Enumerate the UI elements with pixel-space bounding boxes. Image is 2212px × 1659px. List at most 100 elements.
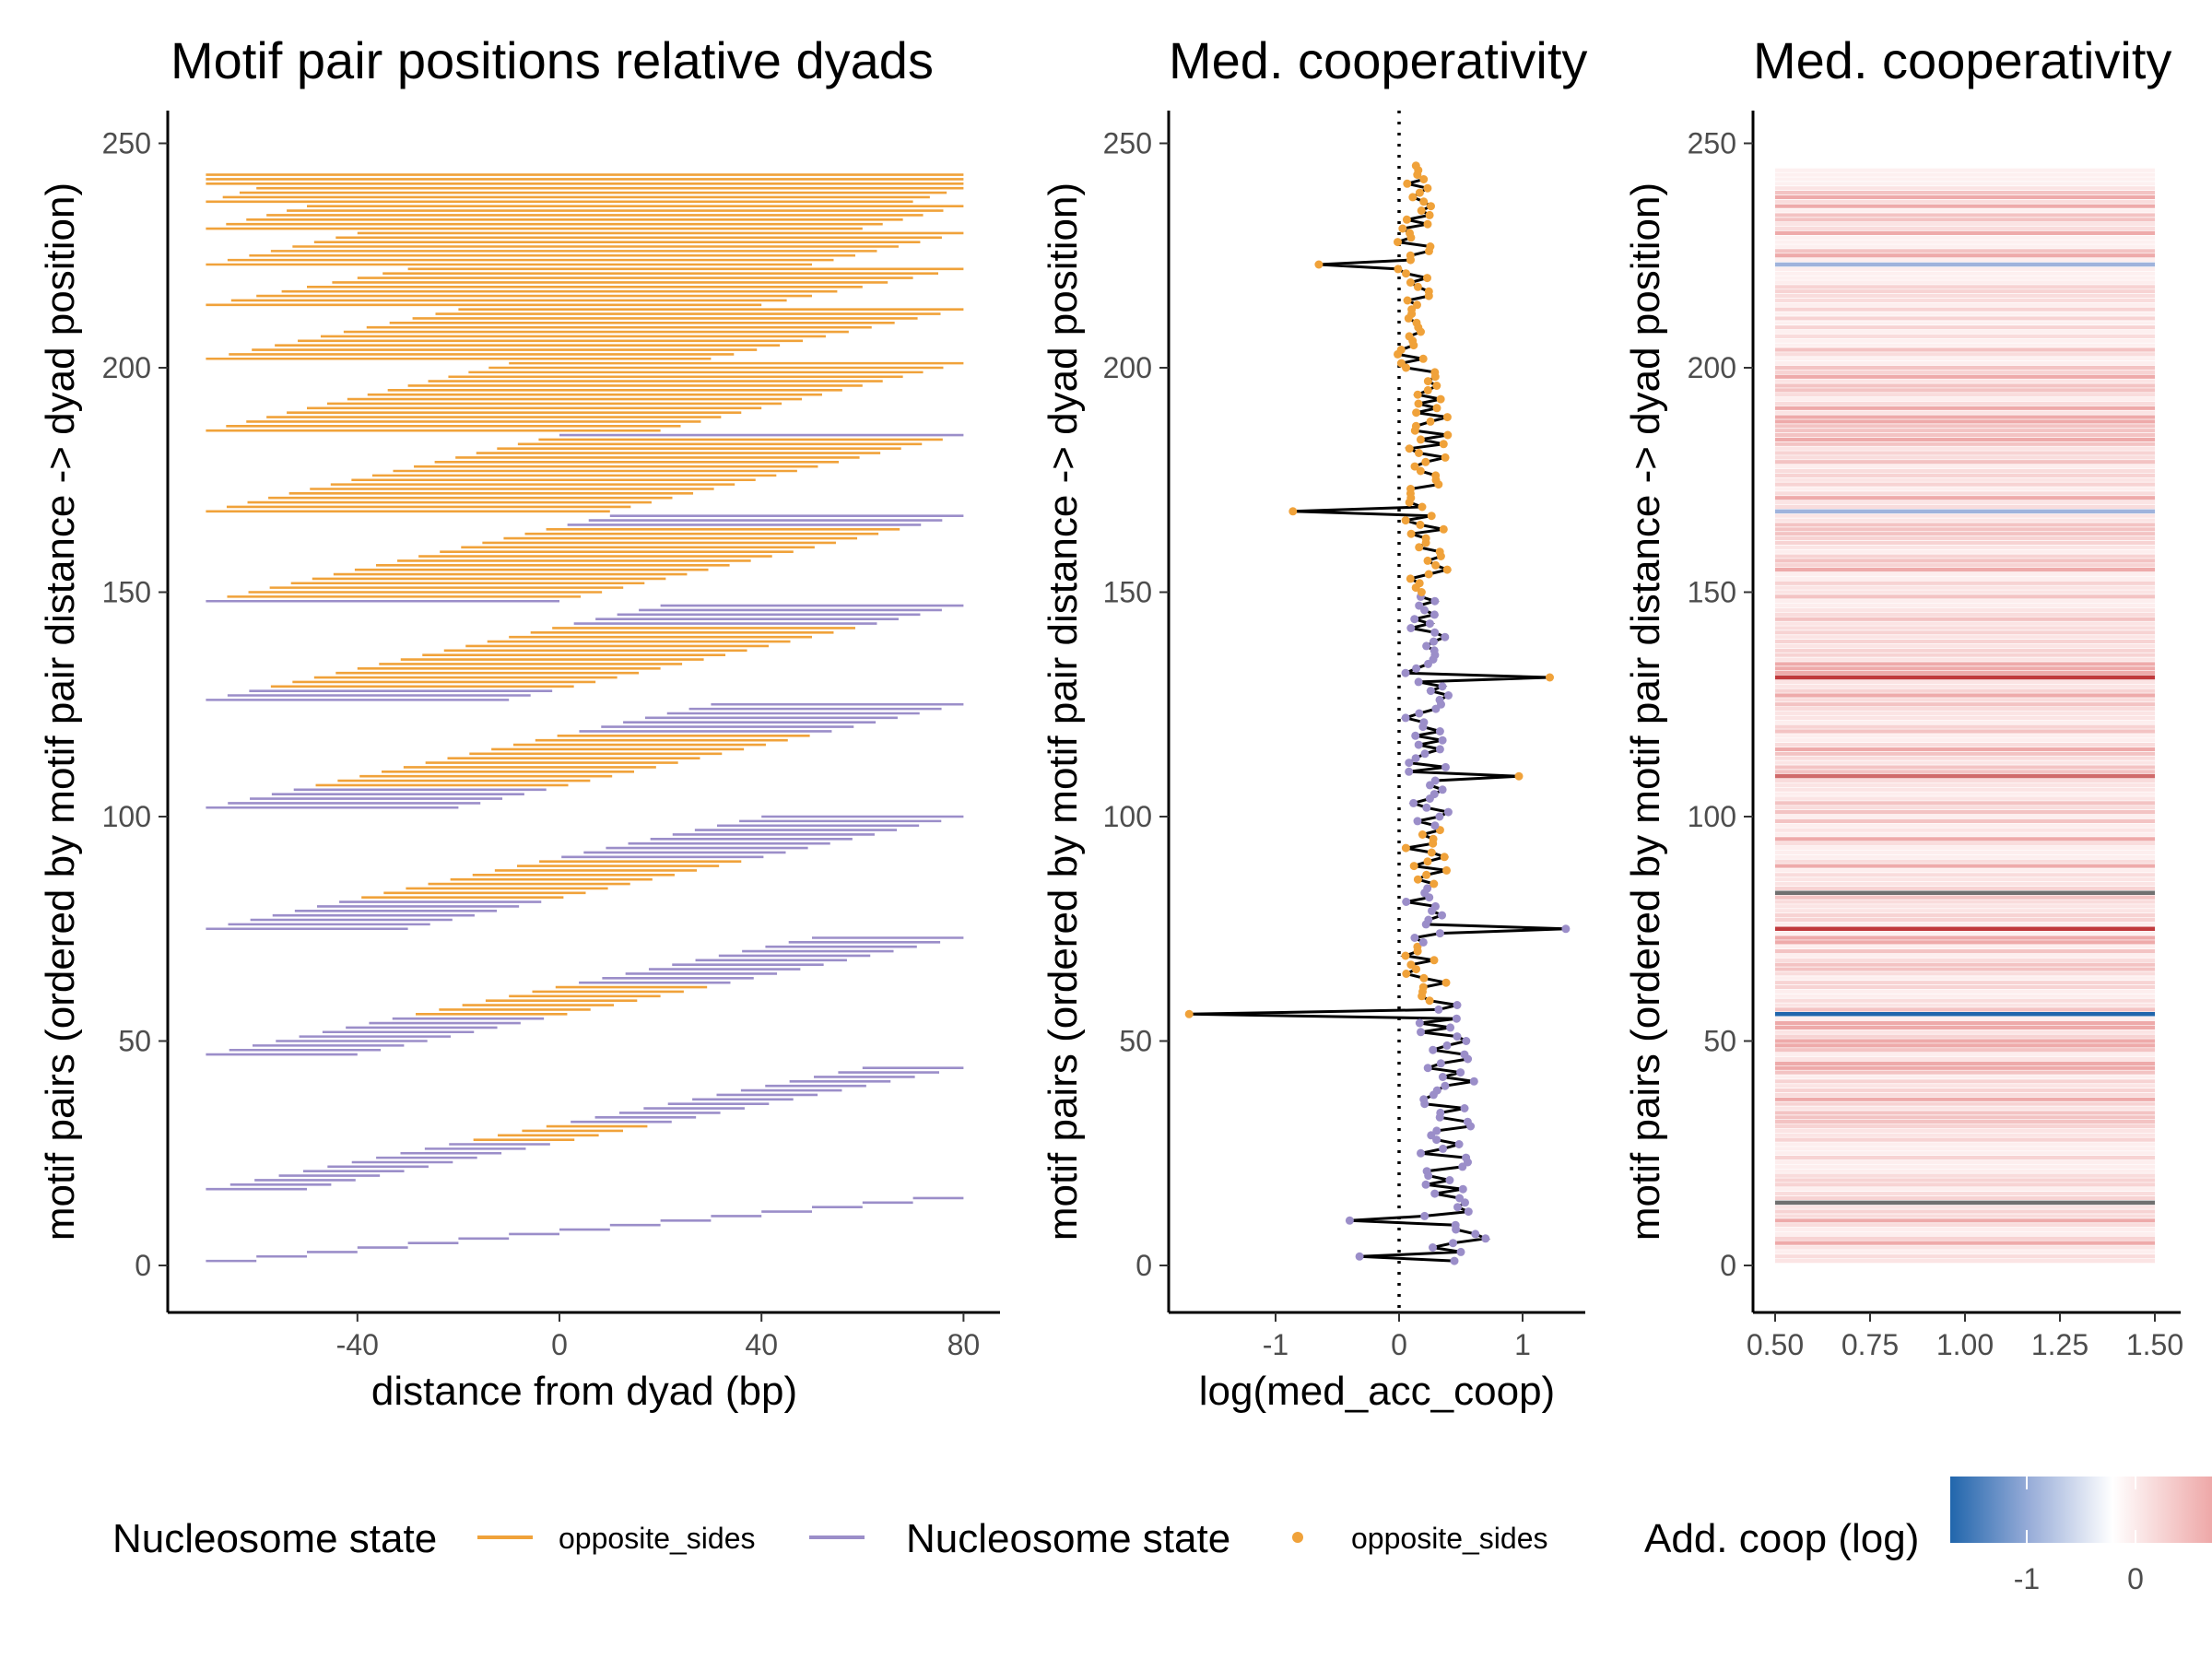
panel2-y-tick-label: 250: [1103, 127, 1152, 160]
cooperativity-point: [1418, 937, 1428, 947]
panel2-y-tick-label: 0: [1135, 1249, 1152, 1282]
cooperativity-point: [1410, 462, 1419, 471]
cooperativity-point: [1413, 817, 1422, 826]
cooperativity-point: [1561, 924, 1571, 934]
panel3-y-tick-label: 100: [1688, 800, 1736, 833]
cooperativity-point: [1453, 1032, 1462, 1041]
cooperativity-point: [1431, 471, 1441, 480]
legend-key-point-orange: [1292, 1532, 1303, 1543]
cooperativity-point: [1463, 1117, 1472, 1126]
cooperativity-point: [1442, 565, 1452, 574]
panel1-y-tick-label: 200: [102, 351, 151, 384]
panel-motif-positions: Motif pair positions relative dyads 0 50 1…: [38, 31, 1000, 1414]
panel1-x-tick-label: -40: [336, 1328, 379, 1361]
cooperativity-point: [1413, 390, 1422, 399]
cooperativity-point: [1446, 1023, 1455, 1032]
cooperativity-point: [1439, 1144, 1448, 1153]
cooperativity-point: [1438, 682, 1447, 691]
cooperativity-point: [1415, 601, 1424, 610]
cooperativity-point: [1430, 879, 1439, 888]
cooperativity-point: [1451, 1220, 1460, 1230]
cooperativity-point: [1394, 238, 1402, 247]
panel3-x-tick-label: 1.25: [2031, 1328, 2088, 1361]
cooperativity-point: [1417, 1028, 1425, 1037]
cooperativity-point: [1427, 1131, 1436, 1140]
cooperativity-point: [1426, 242, 1435, 251]
cooperativity-point: [1423, 183, 1432, 193]
cooperativity-point: [1438, 735, 1447, 745]
cooperativity-point: [1423, 377, 1432, 386]
cooperativity-point: [1402, 269, 1410, 278]
cooperativity-point: [1408, 193, 1418, 202]
cooperativity-point: [1416, 435, 1425, 444]
cooperativity-point: [1417, 1148, 1425, 1158]
cooperativity-point: [1410, 615, 1419, 624]
cooperativity-point: [1406, 529, 1416, 538]
cooperativity-point: [1419, 718, 1429, 727]
cooperativity-point: [1430, 368, 1440, 377]
cooperativity-point: [1414, 677, 1423, 687]
cooperativity-point: [1444, 691, 1453, 700]
cooperativity-point: [1406, 960, 1416, 970]
cooperativity-point: [1425, 619, 1434, 629]
cooperativity-point: [1464, 1207, 1473, 1217]
cooperativity-point: [1406, 229, 1414, 238]
cooperativity-point: [1423, 274, 1431, 283]
cooperativity-point: [1460, 1104, 1469, 1112]
cooperativity-point: [1409, 798, 1418, 807]
panel3-x-tick-label: 0.75: [1841, 1328, 1899, 1361]
panel2-x-ticks: -1 0 1: [1263, 1312, 1531, 1361]
cooperativity-point: [1423, 385, 1432, 394]
panel1-y-tick-label: 150: [102, 576, 151, 609]
cooperativity-point: [1424, 915, 1433, 924]
cooperativity-point: [1438, 785, 1447, 794]
panel3-y-ticks: 0 50 100 150 200 250: [1688, 127, 1753, 1282]
cooperativity-point: [1419, 197, 1429, 206]
cooperativity-point: [1429, 1045, 1438, 1054]
cooperativity-point: [1514, 771, 1524, 781]
cooperativity-point: [1421, 534, 1430, 543]
panel1-x-tick-label: 40: [745, 1328, 778, 1361]
panel1-y-tick-label: 0: [135, 1249, 151, 1282]
cooperativity-point: [1405, 444, 1414, 453]
panel3-title: Med. cooperativity: [1753, 31, 2171, 89]
cooperativity-point: [1419, 973, 1429, 982]
cooperativity-point: [1423, 884, 1432, 893]
cooperativity-point: [1439, 524, 1448, 534]
cooperativity-point: [1429, 834, 1438, 843]
cooperativity-point: [1398, 224, 1407, 233]
cooperativity-point: [1415, 709, 1424, 718]
cooperativity-point: [1442, 865, 1451, 875]
panel3-y-tick-label: 250: [1688, 127, 1736, 160]
panel1-x-title: distance from dyad (bp): [371, 1369, 797, 1414]
panel1-y-tick-label: 50: [118, 1025, 151, 1058]
panel2-y-tick-label: 100: [1103, 800, 1152, 833]
cooperativity-point: [1430, 956, 1439, 965]
cooperativity-point: [1443, 807, 1453, 817]
cooperativity-point: [1458, 1184, 1467, 1194]
cooperativity-point: [1422, 641, 1431, 651]
cooperativity-point: [1440, 853, 1449, 862]
legend-label-points: opposite_sides: [1351, 1522, 1547, 1555]
panel2-y-tick-label: 50: [1119, 1025, 1152, 1058]
cooperativity-point: [1406, 485, 1415, 493]
cooperativity-point: [1432, 1086, 1441, 1095]
cooperativity-point: [1432, 1126, 1441, 1135]
cooperativity-point: [1430, 646, 1439, 655]
cooperativity-point: [1424, 570, 1433, 579]
panel2-x-title: log(med_acc_coop): [1199, 1369, 1555, 1414]
legend-label-segments: opposite_sides: [559, 1522, 755, 1555]
cooperativity-point: [1409, 862, 1418, 871]
cooperativity-point: [1419, 1095, 1429, 1104]
panel2-x-tick-label: 1: [1514, 1328, 1531, 1361]
panel1-y-ticks: 0 50 100 150 200 250: [102, 127, 168, 1282]
cooperativity-point: [1414, 399, 1423, 408]
cooperativity-point: [1402, 970, 1411, 978]
cooperativity-point: [1453, 1203, 1462, 1212]
cooperativity-point: [1401, 713, 1410, 723]
cooperativity-point: [1436, 394, 1445, 404]
cooperativity-point: [1481, 1234, 1490, 1243]
cooperativity-point: [1418, 502, 1427, 512]
cooperativity-point: [1411, 421, 1420, 430]
cooperativity-point: [1415, 1018, 1424, 1028]
